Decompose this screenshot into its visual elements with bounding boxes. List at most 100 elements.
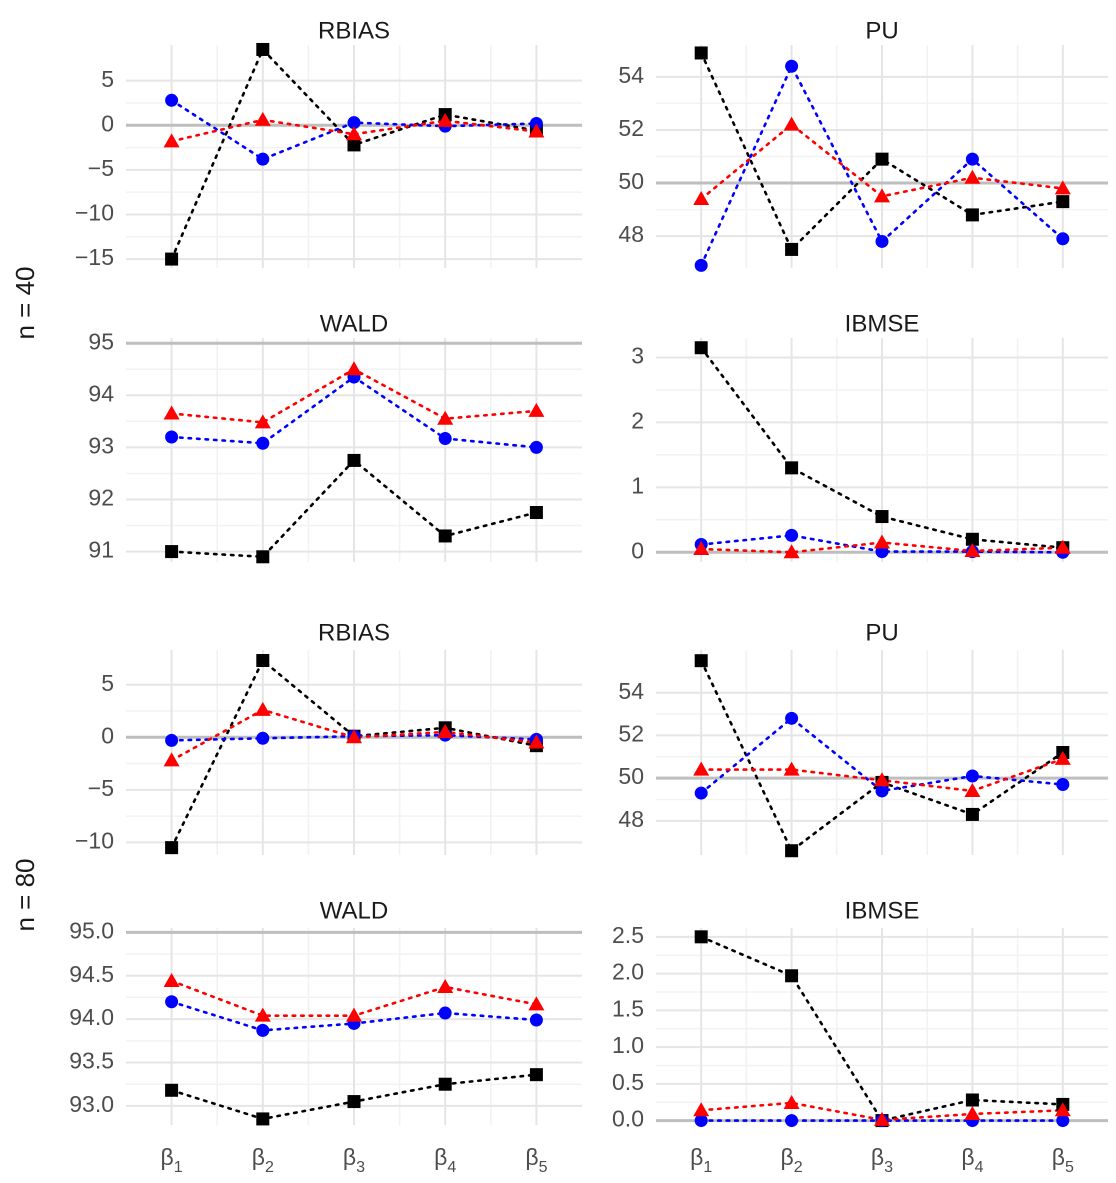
marker-triangle bbox=[874, 772, 890, 787]
series-line-circle bbox=[699, 534, 1065, 554]
marker-triangle bbox=[346, 1007, 362, 1022]
marker-circle bbox=[785, 59, 799, 73]
marker-square bbox=[256, 654, 270, 668]
y-tick-label: 54 bbox=[618, 62, 644, 88]
marker-triangle bbox=[964, 542, 981, 557]
y-tick-label: 0.5 bbox=[612, 1069, 644, 1095]
y-tick-label: 48 bbox=[618, 806, 644, 832]
marker-triangle bbox=[783, 761, 800, 776]
y-tick-label: 95.0 bbox=[69, 917, 114, 943]
y-tick-label: 5 bbox=[101, 66, 114, 92]
y-tick-label: 93.0 bbox=[69, 1091, 114, 1117]
marker-triangle bbox=[1054, 1102, 1071, 1117]
x-tick-label: β5 bbox=[525, 1144, 547, 1176]
panel-rbias-n40: RBIAS 5 0 −5 −10 −15 bbox=[75, 17, 582, 270]
marker-triangle bbox=[528, 123, 545, 138]
marker-circle bbox=[785, 528, 799, 542]
marker-square bbox=[1056, 195, 1070, 209]
marker-circle bbox=[165, 430, 179, 444]
marker-square bbox=[438, 529, 452, 543]
marker-circle bbox=[785, 1114, 799, 1128]
marker-square bbox=[694, 930, 708, 944]
marker-triangle bbox=[874, 1111, 890, 1126]
x-tick-label: β2 bbox=[252, 1144, 274, 1176]
marker-square bbox=[165, 252, 179, 266]
y-tick-label: 94.0 bbox=[69, 1004, 114, 1030]
marker-circle bbox=[1056, 778, 1070, 792]
marker-square bbox=[785, 242, 799, 256]
marker-triangle bbox=[1054, 750, 1071, 765]
panel-pu-n80: PU 54 52 50 48 bbox=[618, 619, 1108, 858]
marker-circle bbox=[256, 1023, 270, 1037]
panels-group: RBIAS50−5−10−15PU54525048WALD9594939291I… bbox=[69, 17, 1108, 1176]
y-tick-label: 50 bbox=[618, 763, 644, 789]
y-tick-label: 2.0 bbox=[612, 959, 644, 985]
y-tick-label: 52 bbox=[618, 115, 644, 141]
panel-title: WALD bbox=[320, 310, 388, 337]
x-tick-label: β5 bbox=[1052, 1144, 1074, 1176]
y-tick-label: 92 bbox=[88, 485, 114, 511]
panel-title: IBMSE bbox=[845, 310, 920, 337]
panel-title: RBIAS bbox=[318, 17, 390, 44]
marker-square bbox=[256, 42, 270, 56]
panel-title: WALD bbox=[320, 897, 388, 924]
marker-triangle bbox=[964, 169, 981, 184]
series-line-triangle bbox=[699, 1101, 1065, 1122]
marker-triangle bbox=[528, 734, 545, 749]
marker-circle bbox=[165, 733, 179, 747]
y-tick-label: 5 bbox=[101, 670, 114, 696]
marker-square bbox=[965, 807, 979, 821]
y-tick-label: 2.5 bbox=[612, 922, 644, 948]
row-label-n80: n = 80 bbox=[10, 858, 40, 931]
y-tick-label: 52 bbox=[618, 720, 644, 746]
marker-triangle bbox=[964, 1105, 981, 1120]
y-tick-label: 0.0 bbox=[612, 1106, 644, 1132]
marker-triangle bbox=[254, 414, 271, 429]
x-tick-label: β3 bbox=[871, 1144, 893, 1176]
x-tick-label: β2 bbox=[781, 1144, 803, 1176]
panel-wald-n40: WALD 95 94 93 92 91 bbox=[88, 310, 582, 564]
series-line-square bbox=[699, 346, 1065, 550]
marker-circle bbox=[529, 1013, 543, 1027]
marker-circle bbox=[347, 116, 361, 130]
row-label-n40: n = 40 bbox=[10, 266, 40, 339]
marker-triangle bbox=[693, 1102, 710, 1117]
series-line-circle bbox=[170, 733, 538, 742]
marker-square bbox=[165, 545, 179, 559]
marker-square bbox=[694, 654, 708, 668]
marker-triangle bbox=[437, 112, 454, 127]
marker-square bbox=[965, 1093, 979, 1107]
y-tick-label: 94.5 bbox=[69, 961, 114, 987]
marker-triangle bbox=[1054, 180, 1071, 195]
y-tick-label: 0 bbox=[101, 110, 114, 136]
marker-circle bbox=[438, 1006, 452, 1020]
marker-triangle bbox=[783, 1094, 800, 1109]
marker-triangle bbox=[346, 361, 362, 376]
marker-circle bbox=[165, 93, 179, 107]
marker-triangle bbox=[346, 126, 362, 141]
marker-circle bbox=[694, 258, 708, 272]
y-tick-label: 1.0 bbox=[612, 1032, 644, 1058]
y-tick-label: 93 bbox=[88, 432, 114, 458]
marker-circle bbox=[785, 711, 799, 725]
marker-square bbox=[965, 532, 979, 546]
marker-triangle bbox=[254, 701, 271, 716]
marker-triangle bbox=[346, 729, 362, 744]
marker-triangle bbox=[163, 972, 180, 987]
marker-circle bbox=[256, 436, 270, 450]
marker-triangle bbox=[693, 541, 710, 556]
series-line-triangle bbox=[170, 708, 538, 762]
marker-triangle bbox=[693, 761, 710, 776]
marker-square bbox=[785, 969, 799, 983]
marker-triangle bbox=[693, 190, 710, 205]
marker-triangle bbox=[874, 534, 890, 549]
y-tick-label: 94 bbox=[88, 380, 114, 406]
y-tick-label: 50 bbox=[618, 168, 644, 194]
marker-square bbox=[875, 510, 889, 524]
x-tick-label: β3 bbox=[343, 1144, 365, 1176]
y-tick-label: 93.5 bbox=[69, 1048, 114, 1074]
y-tick-label: 48 bbox=[618, 221, 644, 247]
marker-square bbox=[256, 1112, 270, 1126]
marker-square bbox=[694, 341, 708, 355]
